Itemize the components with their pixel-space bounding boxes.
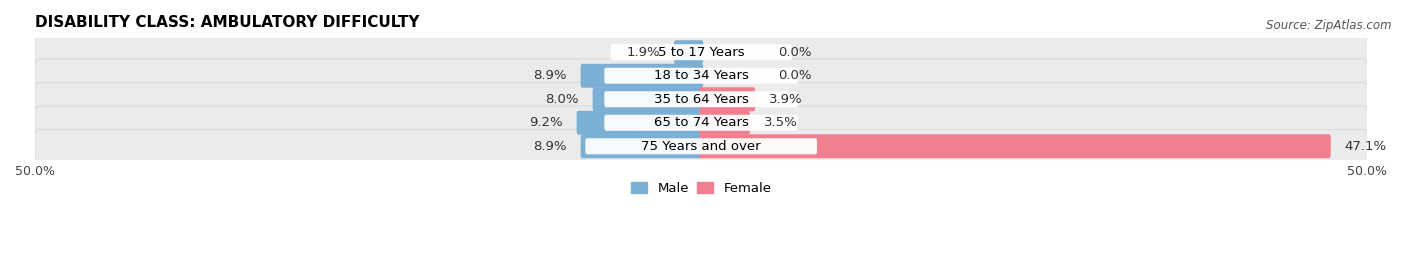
Text: 8.9%: 8.9%	[533, 69, 567, 82]
Text: 3.5%: 3.5%	[763, 116, 797, 129]
FancyBboxPatch shape	[699, 111, 749, 135]
Text: 5 to 17 Years: 5 to 17 Years	[658, 46, 745, 59]
FancyBboxPatch shape	[699, 134, 1330, 158]
FancyBboxPatch shape	[673, 40, 703, 64]
FancyBboxPatch shape	[581, 64, 703, 88]
FancyBboxPatch shape	[610, 44, 792, 60]
Text: 0.0%: 0.0%	[779, 69, 813, 82]
Text: Source: ZipAtlas.com: Source: ZipAtlas.com	[1267, 19, 1392, 32]
Text: 35 to 64 Years: 35 to 64 Years	[654, 93, 748, 106]
Text: 1.9%: 1.9%	[626, 46, 659, 59]
FancyBboxPatch shape	[605, 68, 799, 84]
Legend: Male, Female: Male, Female	[626, 176, 776, 200]
FancyBboxPatch shape	[35, 106, 1368, 139]
FancyBboxPatch shape	[592, 87, 703, 111]
FancyBboxPatch shape	[35, 36, 1368, 69]
Text: 9.2%: 9.2%	[529, 116, 562, 129]
Text: DISABILITY CLASS: AMBULATORY DIFFICULTY: DISABILITY CLASS: AMBULATORY DIFFICULTY	[35, 15, 419, 30]
FancyBboxPatch shape	[699, 87, 755, 111]
FancyBboxPatch shape	[35, 59, 1368, 93]
Text: 3.9%: 3.9%	[769, 93, 803, 106]
FancyBboxPatch shape	[576, 111, 703, 135]
Text: 8.0%: 8.0%	[546, 93, 579, 106]
FancyBboxPatch shape	[35, 130, 1368, 163]
FancyBboxPatch shape	[581, 134, 703, 158]
Text: 47.1%: 47.1%	[1344, 140, 1386, 153]
Text: 65 to 74 Years: 65 to 74 Years	[654, 116, 748, 129]
FancyBboxPatch shape	[605, 115, 799, 131]
FancyBboxPatch shape	[585, 138, 817, 154]
Text: 0.0%: 0.0%	[779, 46, 813, 59]
FancyBboxPatch shape	[35, 83, 1368, 116]
FancyBboxPatch shape	[605, 91, 799, 107]
Text: 8.9%: 8.9%	[533, 140, 567, 153]
Text: 75 Years and over: 75 Years and over	[641, 140, 761, 153]
Text: 18 to 34 Years: 18 to 34 Years	[654, 69, 748, 82]
